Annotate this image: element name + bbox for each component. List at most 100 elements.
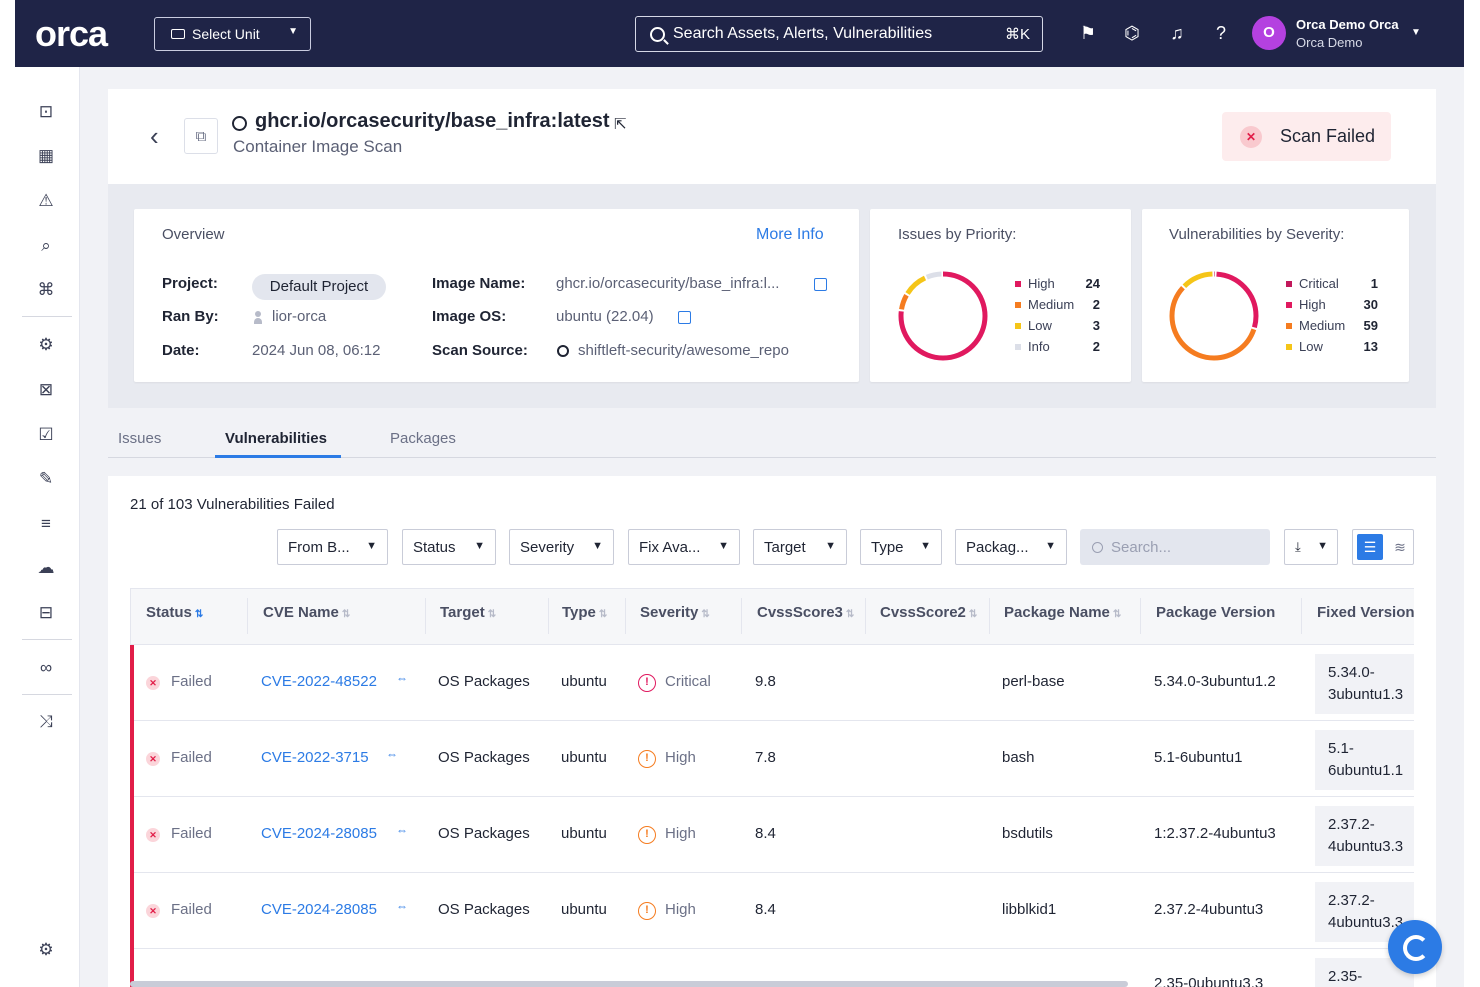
- cve-link[interactable]: CVE-2022-48522: [261, 673, 377, 690]
- chevron-down-icon: ▼: [920, 540, 931, 552]
- cvss3-cell: 7.8: [755, 749, 776, 766]
- identity-icon[interactable]: ⊟: [38, 603, 54, 622]
- sort-icon: ⇅: [194, 609, 204, 620]
- col-status[interactable]: Status ⇅: [146, 604, 203, 621]
- compliance-icon[interactable]: ⚙: [38, 335, 54, 354]
- link-icon[interactable]: ⇔: [386, 747, 398, 761]
- sort-icon: ⇅: [487, 609, 497, 620]
- col-package-name[interactable]: Package Name ⇅: [1004, 604, 1121, 621]
- priority-legend-item: Low: [1015, 318, 1052, 333]
- filter-status[interactable]: Status ▼: [402, 529, 496, 565]
- tab-vulnerabilities[interactable]: Vulnerabilities: [225, 430, 327, 447]
- horizontal-scrollbar[interactable]: [130, 981, 1128, 987]
- grouped-view-icon[interactable]: ≋: [1394, 539, 1406, 555]
- help-icon[interactable]: ?: [1215, 23, 1226, 43]
- severity-slice-critical[interactable]: [1169, 271, 1259, 361]
- priority-slice-high[interactable]: [898, 271, 988, 361]
- more-info-link[interactable]: More Info: [756, 226, 824, 243]
- project-pill[interactable]: Default Project: [252, 274, 386, 300]
- table-row[interactable]: [130, 645, 1414, 721]
- project-label: Project:: [162, 275, 218, 292]
- filter-from-branch[interactable]: From B... ▼: [277, 529, 388, 565]
- col-divider: [1301, 598, 1302, 634]
- table-row[interactable]: [130, 721, 1414, 797]
- cve-link[interactable]: CVE-2024-28085: [261, 901, 377, 918]
- table-row[interactable]: [130, 873, 1414, 949]
- search-nav-icon[interactable]: ⌕: [41, 236, 51, 255]
- integrations-icon[interactable]: ∞: [39, 658, 53, 677]
- container-image-icon: ⧉: [184, 118, 218, 154]
- unit-select-dropdown[interactable]: Select Unit ▼: [154, 17, 311, 51]
- col-label: Package Version: [1156, 604, 1276, 621]
- col-divider: [625, 598, 626, 634]
- severity-slice-medium[interactable]: [1169, 271, 1259, 361]
- copy-icon[interactable]: [814, 278, 827, 291]
- chat-assistant-button[interactable]: [1388, 920, 1442, 974]
- shiftleft-icon[interactable]: ✎: [38, 469, 54, 488]
- col-severity[interactable]: Severity ⇅: [640, 604, 710, 621]
- ran-by-value: lior-orca: [272, 308, 327, 325]
- copy-icon[interactable]: [678, 311, 691, 324]
- col-package-version[interactable]: Package Version: [1156, 604, 1275, 621]
- link-icon[interactable]: ⇔: [396, 823, 408, 837]
- filter-severity[interactable]: Severity ▼: [509, 529, 614, 565]
- download-button[interactable]: ⤓ ▼: [1284, 529, 1338, 565]
- severity-slice-high[interactable]: [1169, 271, 1259, 361]
- chevron-down-icon: ▼: [1317, 540, 1328, 552]
- cve-link[interactable]: CVE-2024-28085: [261, 825, 377, 842]
- severity-legend-count: 1: [1370, 276, 1378, 291]
- filter-target[interactable]: Target ▼: [753, 529, 847, 565]
- external-link-icon[interactable]: ⇱: [614, 116, 627, 133]
- package-cell: libblkid1: [1002, 901, 1057, 918]
- target-cell: OS Packages: [438, 749, 530, 766]
- orca-logo[interactable]: orca: [35, 13, 108, 54]
- legend-swatch: [1015, 343, 1021, 350]
- flag-icon[interactable]: ⚑: [1079, 23, 1097, 43]
- global-search-input[interactable]: Search Assets, Alerts, Vulnerabilities ⌘…: [635, 16, 1043, 52]
- settings-gear-icon[interactable]: ⚙: [38, 940, 54, 959]
- col-cve-name[interactable]: CVE Name ⇅: [263, 604, 350, 621]
- table-search-input[interactable]: Search...: [1080, 529, 1270, 565]
- col-cvss3[interactable]: CvssScore3 ⇅: [757, 604, 854, 621]
- link-icon[interactable]: ⇔: [396, 899, 408, 913]
- bell-icon[interactable]: ♫: [1170, 23, 1184, 43]
- table-row[interactable]: [130, 797, 1414, 873]
- vulnerability-icon[interactable]: ⊠: [38, 380, 54, 399]
- tab-issues[interactable]: Issues: [118, 430, 162, 447]
- severity-cell: High: [665, 825, 696, 842]
- table-view-icon[interactable]: ☰: [1357, 534, 1383, 560]
- tab-packages[interactable]: Packages: [390, 430, 456, 447]
- table-row[interactable]: [130, 949, 1414, 987]
- checklist-icon[interactable]: ☑: [38, 425, 54, 444]
- col-label: Status: [146, 604, 192, 621]
- link-icon[interactable]: ⇔: [396, 671, 408, 685]
- lock-icon[interactable]: ⊡: [38, 102, 54, 121]
- graph-icon[interactable]: ⌘: [37, 280, 55, 299]
- announcement-icon[interactable]: ⌬: [1124, 23, 1140, 43]
- scan-source-value[interactable]: shiftleft-security/awesome_repo: [578, 342, 789, 359]
- database-icon[interactable]: ≡: [41, 514, 51, 533]
- user-menu-chevron-icon[interactable]: ▼: [1411, 27, 1421, 38]
- filter-package[interactable]: Packag... ▼: [955, 529, 1067, 565]
- sort-icon: ⇅: [845, 609, 855, 620]
- col-type[interactable]: Type ⇅: [562, 604, 607, 621]
- col-cvss2[interactable]: CvssScore2 ⇅: [880, 604, 977, 621]
- sort-icon: ⇅: [701, 609, 710, 620]
- top-bar: orca Select Unit ▼ Search Assets, Alerts…: [15, 0, 1464, 67]
- avatar[interactable]: O: [1252, 16, 1286, 50]
- cve-link[interactable]: CVE-2022-3715: [261, 749, 369, 766]
- filter-type[interactable]: Type ▼: [860, 529, 942, 565]
- cloud-icon[interactable]: ☁: [37, 558, 55, 577]
- automation-icon[interactable]: ⤨: [39, 712, 53, 731]
- priority-legend-item: High: [1015, 276, 1055, 291]
- back-arrow-icon[interactable]: ‹: [150, 121, 159, 151]
- dashboard-icon[interactable]: ▦: [37, 146, 55, 165]
- col-target[interactable]: Target ⇅: [440, 604, 496, 621]
- col-fixed-version[interactable]: Fixed Version: [1317, 604, 1414, 621]
- sort-icon: ⇅: [341, 609, 351, 620]
- user-name[interactable]: Orca Demo Orca: [1296, 17, 1399, 32]
- alert-icon[interactable]: ⚠: [38, 191, 54, 210]
- filter-fix-available[interactable]: Fix Ava... ▼: [628, 529, 740, 565]
- col-divider: [989, 598, 990, 634]
- critical-icon: !: [638, 674, 656, 692]
